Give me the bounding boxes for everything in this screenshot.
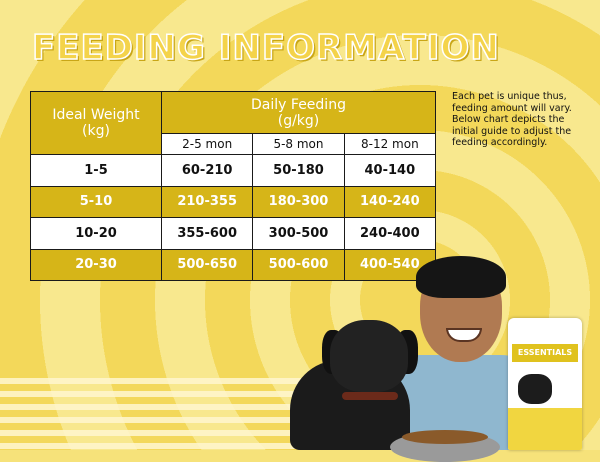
feeding-table: Ideal Weight (kg) Daily Feeding (g/kg) 2… <box>30 91 437 281</box>
feeding-cell: 180-300 <box>252 185 345 218</box>
feeding-cell: 140-240 <box>343 185 437 218</box>
dog-head <box>330 320 408 392</box>
feeding-cell: 50-180 <box>252 154 345 187</box>
feeding-cell: 500-600 <box>252 248 345 281</box>
feeding-note: Each pet is unique thus, feeding amount … <box>452 91 572 148</box>
feeding-cell: 355-600 <box>160 217 254 250</box>
feeding-cell: 300-500 <box>252 217 345 250</box>
table-row: 20-30 500-650 500-600 400-540 <box>30 248 437 281</box>
weight-cell: 20-30 <box>30 248 162 281</box>
ideal-weight-label: Ideal Weight <box>52 107 140 123</box>
weight-cell: 1-5 <box>30 154 162 187</box>
feeding-cell: 500-650 <box>160 248 254 281</box>
table-row: 5-10 210-355 180-300 140-240 <box>30 185 437 218</box>
feeding-cell: 60-210 <box>160 154 254 187</box>
dog-collar <box>342 392 398 400</box>
ideal-weight-unit: (kg) <box>82 123 110 139</box>
bag-bottom-band <box>508 408 582 450</box>
table-row: 1-5 60-210 50-180 40-140 <box>30 154 437 187</box>
ideal-weight-header: Ideal Weight (kg) <box>30 91 162 155</box>
age-column-header: 8-12 mon <box>343 133 437 155</box>
daily-feeding-header: Daily Feeding (g/kg) <box>161 91 436 134</box>
bag-label: ESSENTIALS <box>512 344 578 362</box>
feeding-cell: 210-355 <box>160 185 254 218</box>
daily-feeding-label: Daily Feeding <box>251 96 346 113</box>
page-title: FEEDING INFORMATION <box>31 27 500 69</box>
decorative-stripes <box>0 378 330 450</box>
kibble <box>402 430 488 444</box>
feeding-cell: 240-400 <box>343 217 437 250</box>
weight-cell: 10-20 <box>30 217 162 250</box>
age-column-header: 5-8 mon <box>252 133 345 155</box>
bag-puppy-image <box>518 374 552 404</box>
weight-cell: 5-10 <box>30 185 162 218</box>
person-hair <box>416 256 506 298</box>
table-row: 10-20 355-600 300-500 240-400 <box>30 217 437 250</box>
age-column-header: 2-5 mon <box>160 133 254 155</box>
food-bag-image: ESSENTIALS <box>508 318 582 450</box>
feeding-cell: 40-140 <box>343 154 437 187</box>
daily-feeding-unit: (g/kg) <box>277 112 320 129</box>
